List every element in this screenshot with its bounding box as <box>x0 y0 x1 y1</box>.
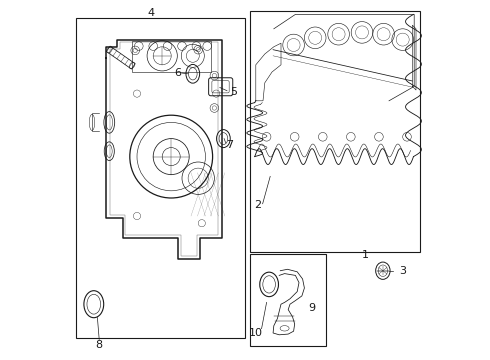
Text: 6: 6 <box>174 68 181 78</box>
Text: 10: 10 <box>249 328 263 338</box>
Text: 2: 2 <box>254 200 261 210</box>
Text: 9: 9 <box>308 303 315 313</box>
Text: 7: 7 <box>226 140 233 150</box>
Text: 1: 1 <box>362 249 369 260</box>
Bar <box>250 254 326 346</box>
Text: 3: 3 <box>399 266 406 276</box>
Bar <box>76 18 245 338</box>
Text: 8: 8 <box>96 339 103 350</box>
Bar <box>250 11 419 252</box>
Text: 4: 4 <box>148 8 155 18</box>
Bar <box>132 41 211 72</box>
Text: 5: 5 <box>230 87 237 97</box>
